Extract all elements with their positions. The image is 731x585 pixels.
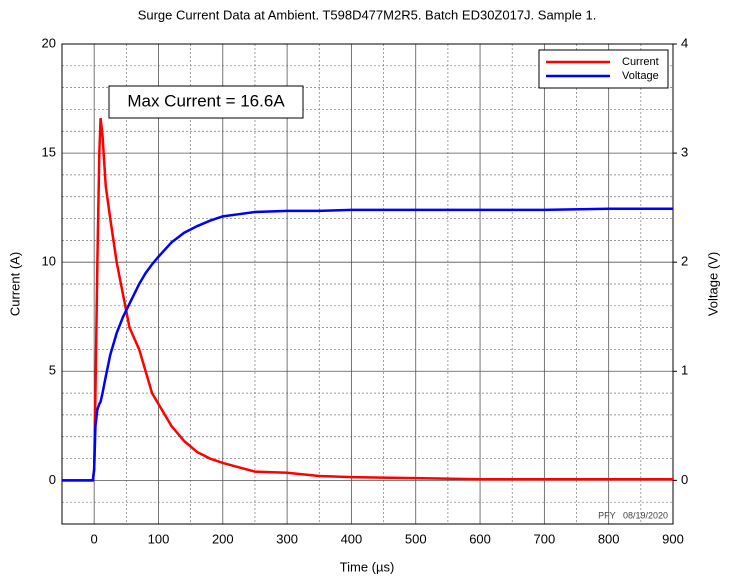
data-line <box>62 207 673 482</box>
y2-tick-label: 2 <box>681 254 688 269</box>
y-tick-label: 15 <box>42 145 56 160</box>
y2-tick-label: 1 <box>681 363 688 378</box>
chart-title: Surge Current Data at Ambient. T598D477M… <box>138 7 597 22</box>
y2-axis-label: Voltage (V) <box>705 252 720 316</box>
x-tick-label: 700 <box>534 531 556 546</box>
y-tick-label: 0 <box>49 472 56 487</box>
annotation-box <box>108 85 304 119</box>
y-tick-label: 20 <box>42 35 56 50</box>
x-tick-label: 900 <box>662 531 684 546</box>
y-axis-label: Current (A) <box>7 252 22 316</box>
y-tick-label: 10 <box>42 254 56 269</box>
x-tick-label: 600 <box>469 531 491 546</box>
y2-tick-label: 0 <box>681 472 688 487</box>
legend-label: Current <box>622 56 659 68</box>
x-tick-label: 200 <box>212 531 234 546</box>
legend: Current Voltage <box>538 49 669 89</box>
x-axis-label: Time (µs) <box>340 559 395 574</box>
footnote: PFY 08/19/2020 <box>598 510 668 520</box>
y-tick-label: 5 <box>49 363 56 378</box>
y2-tick-label: 3 <box>681 145 688 160</box>
plot-frame <box>61 43 674 525</box>
legend-box <box>538 49 669 89</box>
data-line <box>62 118 673 482</box>
x-tick-label: 0 <box>91 531 98 546</box>
x-tick-label: 400 <box>341 531 363 546</box>
y2-tick-label: 4 <box>681 35 688 50</box>
x-tick-label: 800 <box>598 531 620 546</box>
x-tick-label: 500 <box>405 531 427 546</box>
annotation: Max Current = 16.6A <box>127 91 285 110</box>
x-tick-label: 300 <box>276 531 298 546</box>
x-tick-label: 100 <box>148 531 170 546</box>
legend-label: Voltage <box>622 70 659 82</box>
